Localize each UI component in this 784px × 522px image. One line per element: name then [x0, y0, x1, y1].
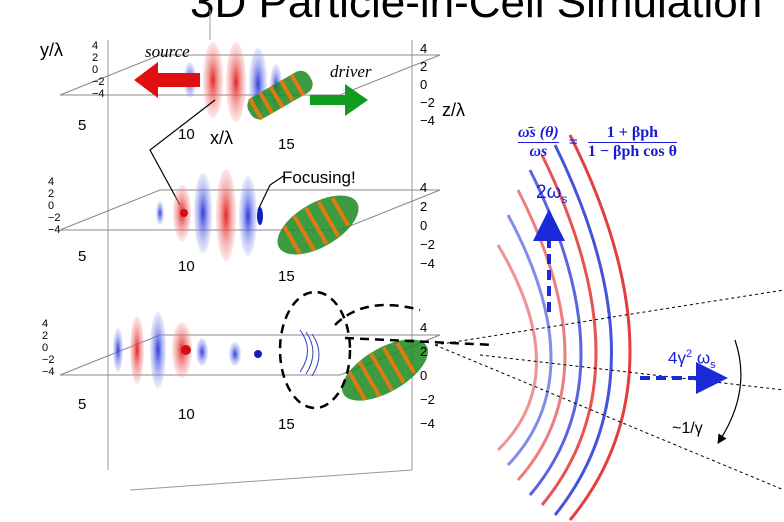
tick-label: 4 — [48, 176, 55, 188]
harmonic-2-label: 2ωs — [536, 182, 567, 206]
tick-label: 2 — [48, 188, 55, 200]
tick-label: 4 — [92, 40, 99, 52]
angle-label: ~1/γ — [672, 420, 703, 437]
tick-label: −2 — [420, 237, 435, 252]
tick-label: 10 — [178, 258, 195, 275]
gamma-freq-sub: s — [710, 359, 716, 372]
formula-lhs-num: ω̄s (θ) — [518, 124, 559, 141]
tick-label: 0 — [420, 77, 428, 92]
tick-label: 5 — [78, 117, 87, 134]
formula-rhs-den: 1 − βph cos θ — [587, 143, 677, 160]
tick-label: 2 — [420, 199, 428, 214]
top-panel-pulses — [134, 42, 368, 122]
tick-label: 10 — [178, 406, 195, 423]
source-label: source — [145, 42, 190, 61]
driver-pulse-top — [247, 70, 313, 121]
gamma-freq-tail: ω — [692, 348, 711, 368]
formula: ω̄s (θ) ωs = 1 + βph 1 − βph cos θ — [518, 124, 677, 160]
cone — [434, 289, 784, 491]
tick-label: 5 — [78, 396, 87, 413]
tick-label: 0 — [48, 200, 55, 212]
gamma-freq-text: 4γ — [668, 348, 686, 368]
tick-group-left-mid: 4 2 0 −2 −4 — [48, 176, 61, 236]
tick-label: 4 — [42, 318, 49, 330]
tick-group-right-top: 4 2 0 −2 −4 — [420, 40, 435, 130]
y-axis-label: y/λ — [40, 40, 64, 60]
bottom-panel-pulses — [113, 312, 428, 401]
tick-label: −4 — [42, 366, 55, 378]
figure-title: 3D Particle-in-Cell Simulation — [190, 0, 763, 27]
tick-label: −2 — [48, 212, 61, 224]
tick-label: −2 — [420, 95, 435, 110]
wave-lobe — [226, 42, 246, 122]
frame-lines — [107, 10, 413, 491]
formula-lhs-den: ωs — [529, 143, 548, 160]
tick-label: −4 — [420, 416, 435, 431]
x-axis-label: x/λ — [210, 128, 234, 148]
wave-lobe — [203, 42, 223, 118]
zoom-markers — [278, 290, 496, 410]
tick-group-left-top: 4 2 0 −2 −4 — [92, 40, 105, 100]
tick-label: 0 — [42, 342, 49, 354]
tick-label: 2 — [420, 344, 428, 359]
tick-label: 2 — [92, 52, 99, 64]
gamma-freq-label: 4γ2 ωs — [668, 348, 716, 371]
tick-label: 15 — [278, 416, 295, 433]
driver-arrow — [310, 84, 368, 116]
formula-rhs-num: 1 + βph — [606, 124, 659, 141]
tick-label: −4 — [92, 88, 105, 100]
pointer-lines — [149, 99, 286, 211]
tick-label: 15 — [278, 268, 295, 285]
tick-label: −4 — [48, 224, 61, 236]
tick-label: 0 — [92, 64, 99, 76]
tick-group-left-bot: 4 2 0 −2 −4 — [42, 318, 55, 378]
gamma-freq-sup: 2 — [685, 348, 693, 360]
tick-label: −2 — [92, 76, 105, 88]
source-arrow — [134, 62, 200, 98]
tick-label: −2 — [42, 354, 55, 366]
tick-label: 5 — [78, 248, 87, 265]
harmonic-2-text: 2ω — [536, 182, 562, 203]
tick-label: 0 — [420, 368, 428, 383]
tick-label: 4 — [420, 41, 428, 56]
tick-label: 4 — [420, 320, 428, 335]
tick-label: −4 — [420, 113, 435, 128]
harmonic-2-sub: s — [561, 191, 568, 206]
middle-panel-pulses — [156, 169, 359, 261]
tick-label: 2 — [42, 330, 49, 342]
driver-label: driver — [330, 62, 372, 81]
focusing-label: Focusing! — [282, 168, 356, 187]
driver-pulse-bot — [342, 339, 428, 401]
tick-label: 10 — [178, 126, 195, 143]
driver-pulse-mid — [277, 195, 359, 255]
tick-label: −4 — [420, 256, 435, 271]
tick-label: 0 — [420, 218, 428, 233]
angle-arc — [717, 339, 742, 445]
tick-group-right-mid: 4 2 0 −2 −4 — [420, 178, 435, 273]
tick-label: 2 — [420, 59, 428, 74]
tick-label: 4 — [420, 180, 428, 195]
tick-label: 15 — [278, 136, 295, 153]
tick-label: −2 — [420, 392, 435, 407]
tick-group-right-bot: 4 2 0 −2 −4 — [420, 316, 435, 436]
z-axis-label: z/λ — [442, 100, 466, 120]
